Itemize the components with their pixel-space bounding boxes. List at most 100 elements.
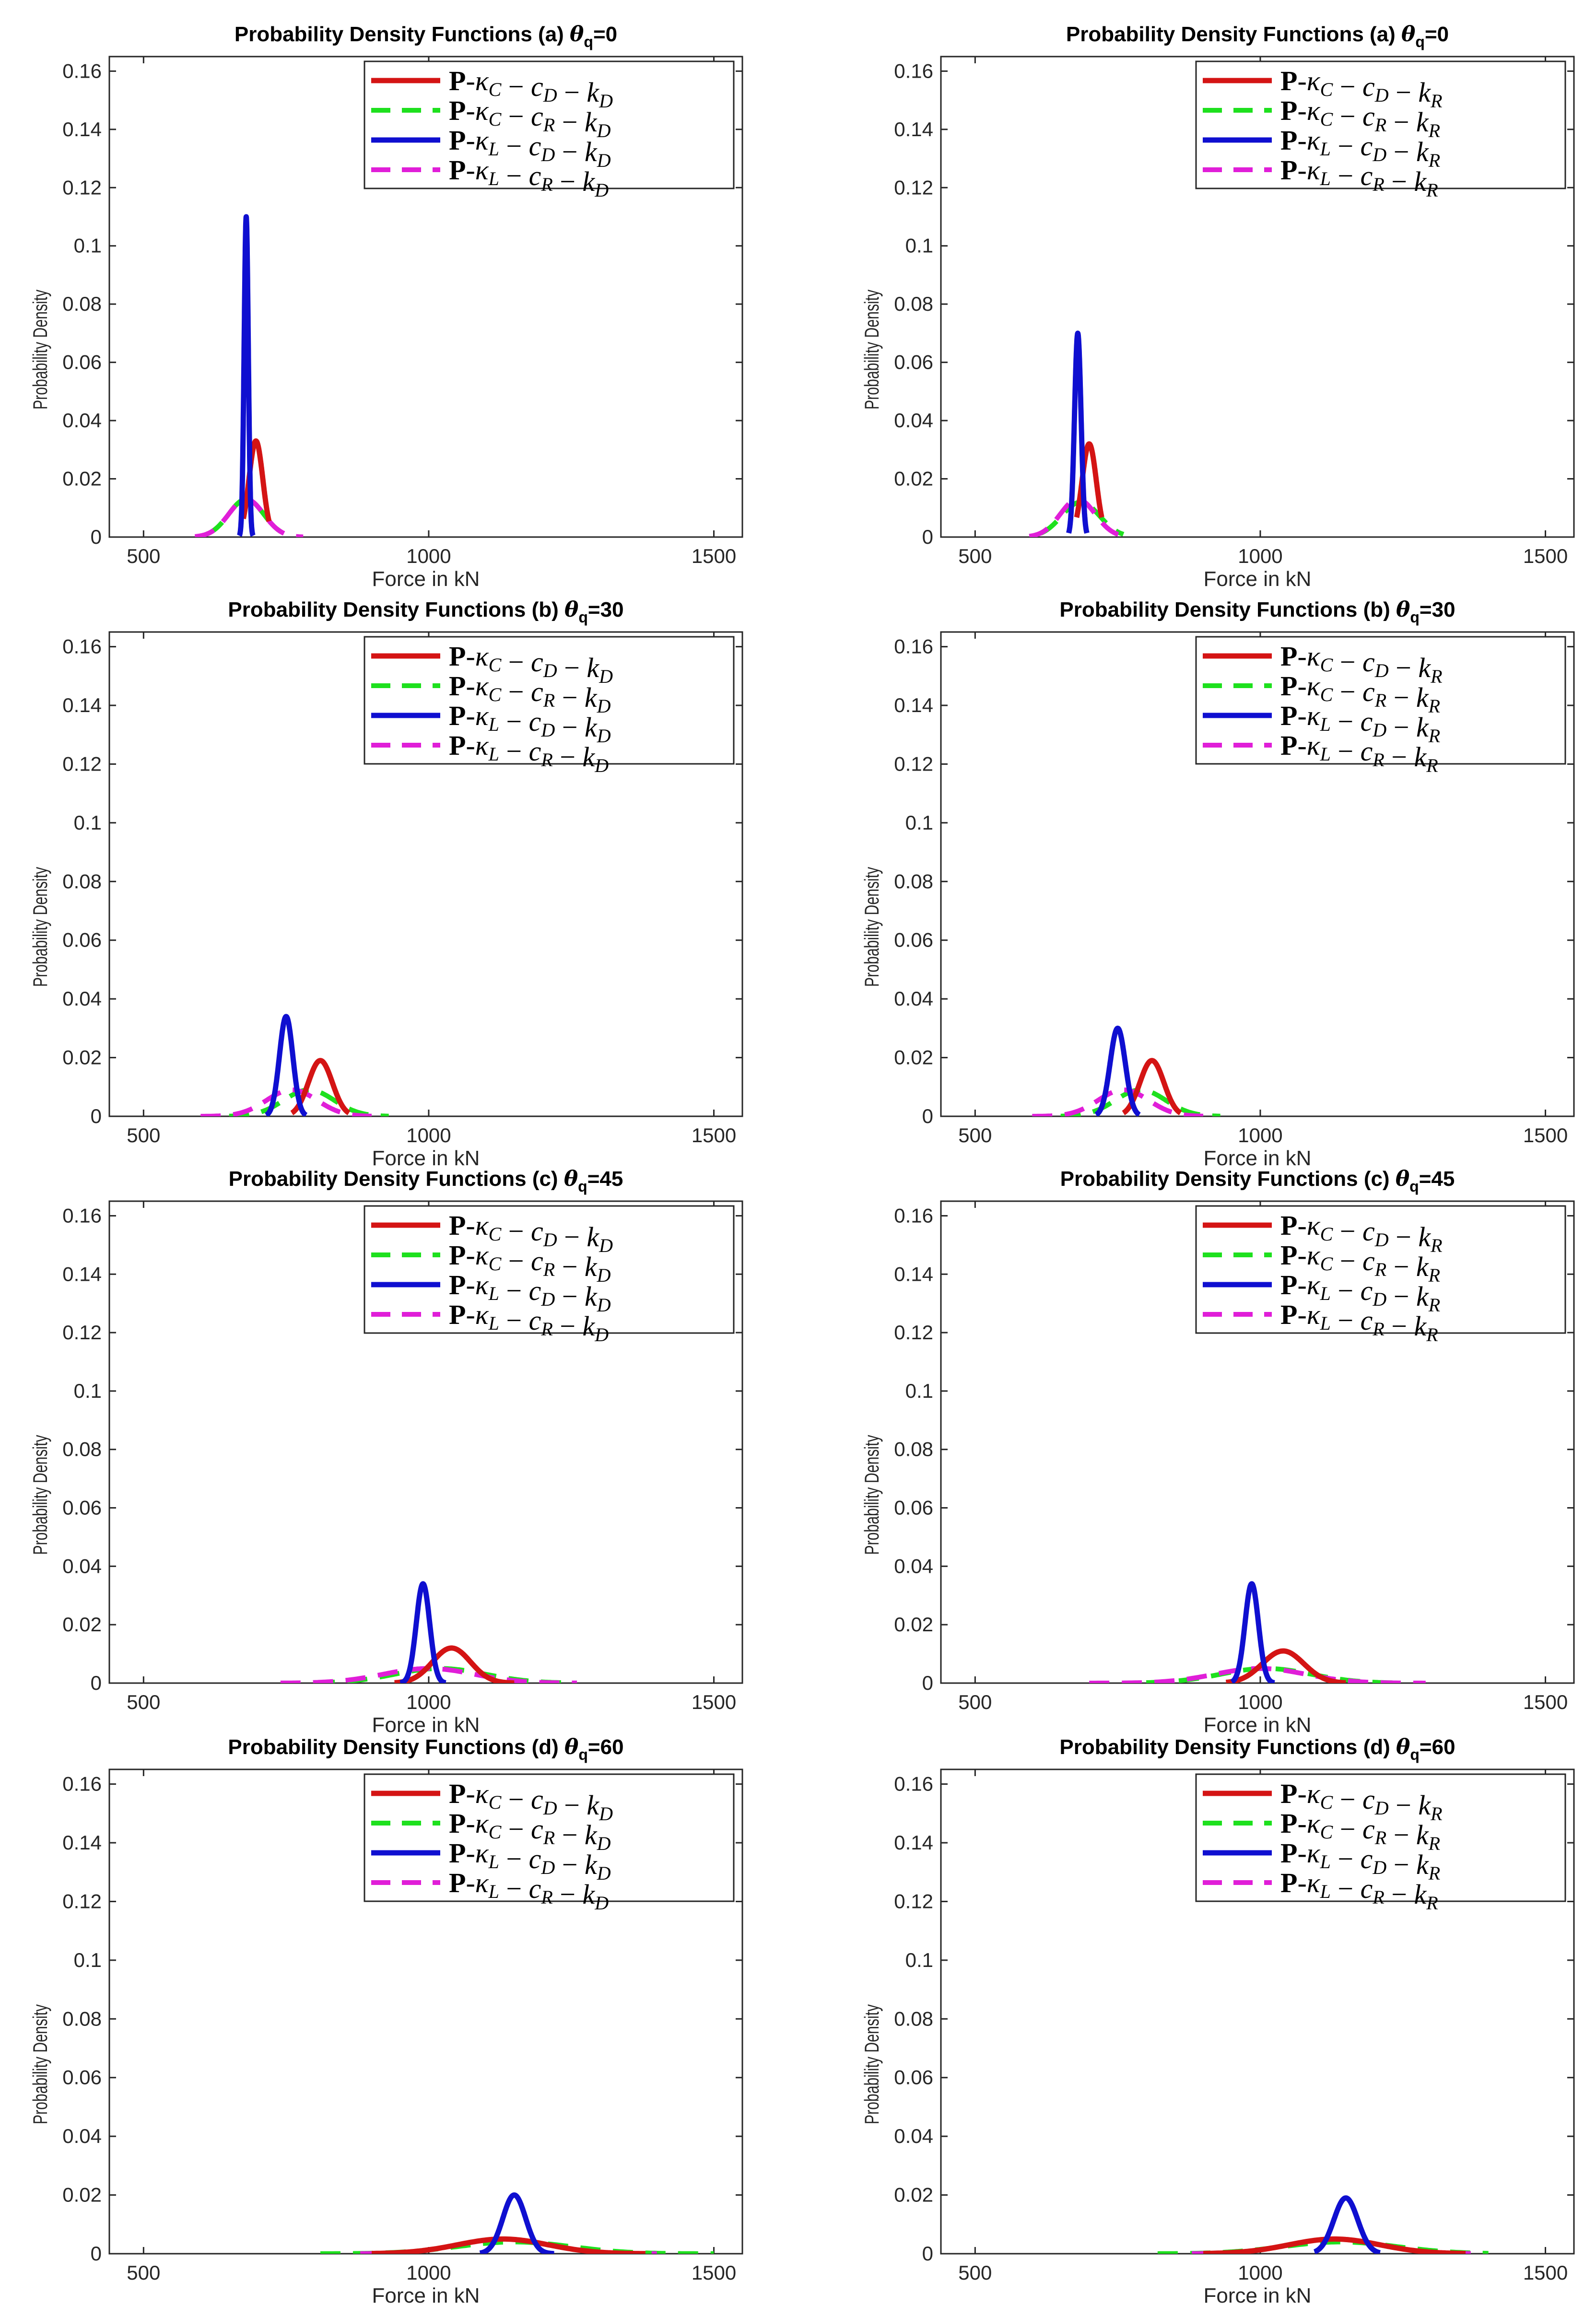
y-axis-label: Probability Density (860, 289, 883, 410)
y-tick-label: 0.08 (894, 2007, 933, 2030)
series-line-red (1202, 2236, 1467, 2254)
y-tick-label: 0.04 (894, 2125, 933, 2147)
y-tick-label: 0.04 (62, 1555, 102, 1577)
y-tick-label: 0.04 (62, 987, 102, 1010)
chart-a1: 0 0.02 0.04 0.06 0.08 0.1 0.12 0.14 0.16 500 1000 1… (29, 22, 743, 591)
y-tick-label: 0.14 (62, 1831, 102, 1854)
y-tick-label: 0.12 (62, 1321, 102, 1344)
chart-title: Probability Density Functions (b) θq=30 (228, 597, 623, 626)
y-tick-label: 0.16 (62, 635, 102, 658)
x-tick-label: 500 (127, 1124, 160, 1147)
y-tick-label: 0.16 (894, 635, 933, 658)
x-axis-label: Force in kN (1204, 1147, 1312, 1170)
y-tick-label: 0.06 (62, 929, 102, 951)
x-tick-label: 1000 (406, 1691, 451, 1713)
legend-label: P-κL − cR − kR (1280, 1299, 1438, 1346)
x-axis-label: Force in kN (372, 1713, 480, 1737)
series-line-blue (264, 1014, 309, 1116)
y-tick-label: 0 (922, 1105, 933, 1127)
legend: P-κC − cD − kRP-κC − cR − kRP-κL − cD − … (1195, 636, 1566, 776)
y-tick-label: 0.14 (894, 1831, 933, 1854)
y-tick-label: 0 (922, 2242, 933, 2265)
x-tick-label: 1000 (1238, 1691, 1282, 1713)
x-tick-label: 1500 (692, 1691, 736, 1713)
legend-label: P-κC − cD − kD (449, 1210, 613, 1256)
legend-label: P-κC − cD − kR (1280, 1778, 1443, 1825)
series-line-magenta (1027, 497, 1131, 537)
chart-title: Probability Density Functions (c) θq=45 (1060, 1167, 1455, 1195)
y-tick-label: 0.12 (62, 176, 102, 199)
x-tick-label: 1000 (406, 1124, 451, 1147)
legend-label: P-κL − cR − kD (449, 730, 609, 776)
y-tick-label: 0 (91, 2242, 102, 2265)
y-tick-label: 0.14 (894, 694, 933, 716)
y-axis-label: Probability Density (29, 289, 51, 410)
y-tick-label: 0.04 (894, 409, 933, 432)
series-line-blue (236, 214, 256, 537)
y-tick-label: 0.02 (894, 1046, 933, 1069)
y-tick-label: 0.06 (894, 929, 933, 951)
legend-label: P-κC − cD − kR (1280, 65, 1443, 112)
y-tick-label: 0.12 (894, 752, 933, 775)
legend-label: P-κL − cD − kR (1280, 1269, 1440, 1316)
y-tick-label: 0.1 (905, 1949, 933, 1971)
x-tick-label: 1000 (1238, 2261, 1282, 2284)
y-tick-label: 0.12 (894, 1321, 933, 1344)
legend: P-κC − cD − kDP-κC − cR − kDP-κL − cD − … (364, 60, 735, 201)
y-axis-label: Probability Density (29, 1435, 51, 1555)
legend-label: P-κC − cD − kR (1280, 641, 1443, 687)
x-axis-label: Force in kN (372, 1147, 480, 1170)
y-tick-label: 0.06 (62, 351, 102, 374)
y-axis-label: Probability Density (29, 2004, 51, 2124)
series-line-blue (1093, 1025, 1142, 1116)
y-tick-label: 0.02 (894, 468, 933, 490)
legend-label: P-κL − cR − kD (449, 1299, 609, 1346)
legend-label: P-κL − cD − kD (449, 1269, 611, 1316)
legend-label: P-κL − cD − kD (449, 1837, 611, 1884)
legend-label: P-κC − cR − kD (449, 670, 611, 717)
legend-label: P-κL − cD − kD (449, 125, 611, 171)
y-tick-label: 0.08 (894, 1438, 933, 1461)
y-tick-label: 0.06 (62, 2066, 102, 2089)
y-tick-label: 0 (91, 1672, 102, 1694)
y-tick-label: 0.14 (894, 1263, 933, 1285)
y-tick-label: 0.1 (905, 811, 933, 834)
y-tick-label: 0.1 (74, 1380, 102, 1402)
series-line-blue (1066, 330, 1090, 536)
x-tick-label: 500 (958, 545, 992, 567)
y-tick-label: 0.04 (894, 1555, 933, 1577)
x-tick-label: 1500 (1523, 1124, 1568, 1147)
y-tick-label: 0.02 (894, 2184, 933, 2206)
legend-label: P-κC − cR − kR (1280, 1240, 1440, 1286)
chart-d1: 0 0.02 0.04 0.06 0.08 0.1 0.12 0.14 0.16 500 1000 1… (29, 1735, 743, 2307)
legend-label: P-κL − cD − kR (1280, 125, 1440, 171)
legend-label: P-κL − cR − kD (449, 1867, 609, 1914)
x-tick-label: 500 (127, 545, 160, 567)
y-tick-label: 0.16 (894, 1773, 933, 1795)
x-tick-label: 500 (127, 2261, 160, 2284)
series-line-red (1224, 1648, 1348, 1683)
y-tick-label: 0.08 (894, 870, 933, 892)
y-axis-label: Probability Density (860, 866, 883, 987)
legend-label: P-κL − cD − kR (1280, 1837, 1440, 1884)
y-tick-label: 0.08 (894, 293, 933, 315)
y-tick-label: 0.12 (894, 176, 933, 199)
legend: P-κC − cD − kRP-κC − cR − kRP-κL − cD − … (1195, 1773, 1566, 1914)
chart-title: Probability Density Functions (a) θq=0 (235, 22, 617, 50)
y-tick-label: 0.16 (62, 1204, 102, 1227)
chart-title: Probability Density Functions (b) θq=30 (1059, 597, 1455, 626)
y-tick-label: 0.16 (894, 1204, 933, 1227)
y-tick-label: 0.14 (62, 694, 102, 716)
x-axis-label: Force in kN (372, 2284, 480, 2307)
y-axis-label: Probability Density (860, 1435, 883, 1555)
legend-label: P-κL − cR − kR (1280, 730, 1438, 776)
y-tick-label: 0.14 (62, 118, 102, 140)
series-line-red (392, 1645, 516, 1683)
y-tick-label: 0.08 (62, 1438, 102, 1461)
x-tick-label: 500 (958, 1124, 992, 1147)
series-line-blue (1229, 1581, 1277, 1683)
x-tick-label: 1000 (406, 545, 451, 567)
legend-label: P-κC − cR − kD (449, 1240, 611, 1286)
y-tick-label: 0.02 (894, 1613, 933, 1636)
